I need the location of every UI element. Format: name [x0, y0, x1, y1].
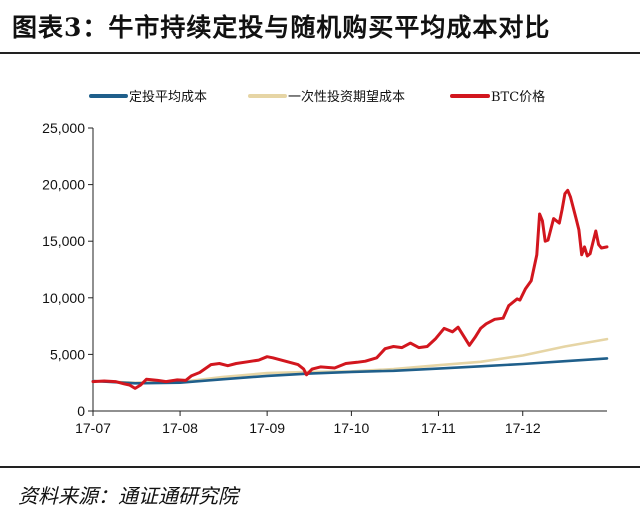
chart-title: 图表3：牛市持续定投与随机购买平均成本对比: [12, 13, 551, 42]
y-axis: 0 5,000 10,000 15,000 20,000 25,000: [42, 120, 94, 419]
x-tick-label: 17-09: [249, 420, 285, 436]
y-tick-label: 20,000: [42, 177, 85, 193]
x-tick-label: 17-08: [162, 420, 198, 436]
legend: 定投平均成本 一次性投资期望成本 BTC价格: [89, 89, 545, 105]
series-line-3: [91, 188, 609, 390]
x-tick-label: 17-07: [75, 420, 111, 436]
legend-label: 定投平均成本: [129, 89, 207, 105]
legend-label: BTC价格: [491, 89, 545, 105]
x-tick-label: 17-11: [421, 420, 456, 436]
source-note: 资料来源：通证通研究院: [18, 484, 238, 508]
x-tick-label: 17-12: [505, 420, 541, 436]
legend-label: 一次性投资期望成本: [288, 89, 405, 105]
series-layer: [91, 188, 609, 390]
source-divider: [0, 466, 640, 468]
y-tick-label: 25,000: [42, 120, 85, 136]
x-tick-label: 17-10: [333, 420, 369, 436]
y-tick-label: 0: [77, 403, 85, 419]
series-line-2: [91, 337, 609, 385]
x-axis: 17-07 17-08 17-09 17-10 17-11 17-12: [75, 410, 607, 436]
title-divider: [0, 52, 640, 54]
y-tick-label: 10,000: [42, 290, 85, 306]
series-line-1: [91, 357, 609, 385]
y-tick-label: 5,000: [50, 346, 85, 362]
y-tick-label: 15,000: [42, 233, 85, 249]
